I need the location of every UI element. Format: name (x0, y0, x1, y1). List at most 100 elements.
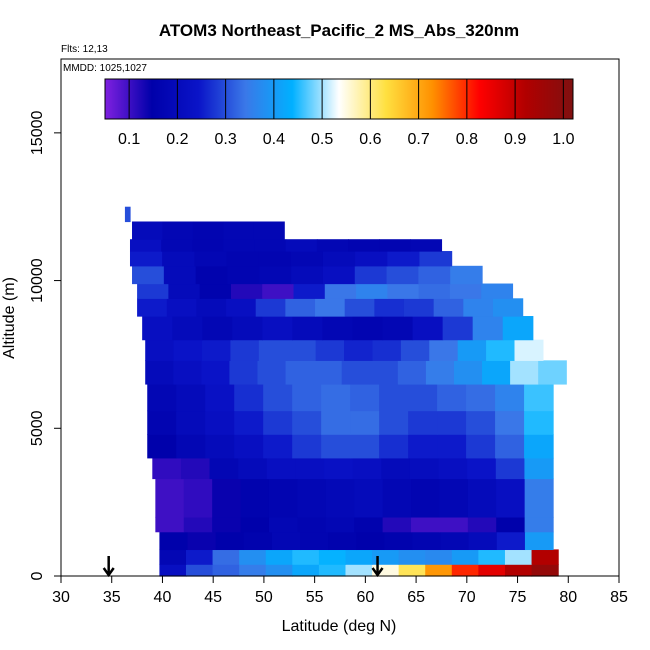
heatmap-cell (449, 283, 482, 299)
heatmap-cell (344, 339, 374, 361)
heatmap-cell (324, 457, 354, 480)
heatmap-cell (201, 360, 231, 385)
heatmap-cell (145, 360, 174, 385)
heatmap-cell (350, 410, 380, 435)
heatmap-cell (266, 457, 297, 480)
x-tick-label: 80 (559, 589, 577, 606)
heatmap-cell (263, 434, 293, 459)
heatmap-cell (438, 457, 468, 480)
heatmap-cell (162, 251, 195, 267)
heatmap-cell (315, 298, 346, 317)
heatmap-cell (202, 316, 233, 341)
heatmap-cell (492, 298, 524, 317)
heatmap-cell (400, 339, 430, 361)
colorbar-tick-label: 0.3 (214, 131, 236, 148)
heatmap-cell (129, 251, 163, 267)
heatmap-cell (137, 298, 168, 317)
heatmap-cell (187, 531, 217, 551)
heatmap-cell (238, 457, 268, 480)
heatmap-cell (162, 221, 194, 240)
heatmap-cell (265, 564, 293, 577)
heatmap-cell (412, 531, 442, 551)
x-axis-label: Latitude (deg N) (282, 618, 397, 635)
heatmap-cell (410, 239, 443, 252)
heatmap-cell (172, 316, 203, 341)
heatmap-cell (142, 316, 173, 341)
heatmap-cell (147, 434, 177, 459)
heatmap-cell (398, 564, 426, 577)
heatmap-cell (352, 316, 384, 341)
heatmap-cell (290, 251, 324, 267)
heatmap-cell (212, 549, 240, 565)
heatmap-cell (495, 410, 525, 435)
heatmap-cell (524, 434, 554, 459)
heatmap-cell (524, 478, 554, 518)
x-tick-label: 70 (458, 589, 476, 606)
heatmap-cell (173, 360, 202, 385)
heatmap-cell (254, 239, 287, 252)
heatmap-cell (230, 283, 263, 299)
heatmap-cell (199, 283, 232, 299)
heatmap-cell (345, 564, 373, 577)
heatmap-cell (466, 383, 496, 412)
x-tick-label: 60 (356, 589, 374, 606)
heatmap-cell (538, 360, 567, 385)
heatmap-cell (292, 549, 320, 565)
y-axis: 0 5000 10000 15000 (29, 111, 61, 580)
heatmap-cell (285, 360, 315, 385)
heatmap-cell (155, 478, 185, 518)
heatmap-cell (397, 360, 427, 385)
colorbar-tick-label: 0.4 (263, 131, 285, 148)
heatmap-cell (194, 251, 228, 267)
heatmap-cell (185, 564, 214, 577)
heatmap-cell (429, 339, 459, 361)
heatmap-cell (259, 265, 292, 285)
heatmap-cell (398, 549, 426, 565)
heatmap-cell (467, 457, 497, 480)
heatmap-cell (504, 549, 533, 565)
heatmap-cell (510, 360, 539, 385)
heatmap-cell (356, 283, 388, 299)
heatmap-cell (176, 434, 206, 459)
heatmap-cell (183, 516, 213, 533)
heatmap-cell (467, 478, 497, 518)
heatmap-cell (384, 531, 414, 551)
arrow-head (371, 567, 384, 578)
heatmap-cell (258, 339, 288, 361)
heatmap-cell (325, 478, 355, 518)
heatmap-cell (202, 339, 232, 361)
heatmap-cell (344, 298, 375, 317)
heatmap-cell (268, 516, 298, 533)
heatmap-cell (450, 265, 483, 285)
heatmap-cell (348, 239, 380, 252)
colorbar-tick-label: 0.5 (311, 131, 333, 148)
colorbar-tick-label: 1.0 (552, 131, 574, 148)
heatmap-cell (313, 360, 343, 385)
x-axis: 30 35 40 45 50 55 60 65 70 75 80 85 (52, 576, 628, 606)
heatmap-cell (437, 383, 467, 412)
heatmap-cell (176, 383, 206, 412)
heatmap-cell (318, 564, 347, 577)
heatmap-cell (425, 360, 455, 385)
heatmap-cell (524, 457, 554, 480)
heatmap-cell (257, 360, 287, 385)
heatmap-cell (180, 457, 211, 480)
heatmap-cell (145, 339, 175, 361)
heatmap-cell (223, 239, 256, 252)
heatmap-cell (152, 457, 182, 480)
heatmap-cell (379, 434, 409, 459)
heatmap-cell (468, 531, 498, 551)
heatmap-cell (478, 564, 506, 577)
heatmap-cell (234, 434, 264, 459)
heatmap-cell (287, 339, 317, 361)
heatmap-cell (212, 478, 242, 518)
heatmap-cell (232, 316, 263, 341)
heatmap-cell (295, 457, 325, 480)
heatmap-cell (524, 410, 554, 435)
heatmap-cell (192, 221, 224, 240)
heatmap-cell (292, 383, 322, 412)
heatmap-cell (168, 283, 201, 299)
colorbar-tick-label: 0.2 (166, 131, 188, 148)
heatmap-cell (240, 478, 270, 518)
